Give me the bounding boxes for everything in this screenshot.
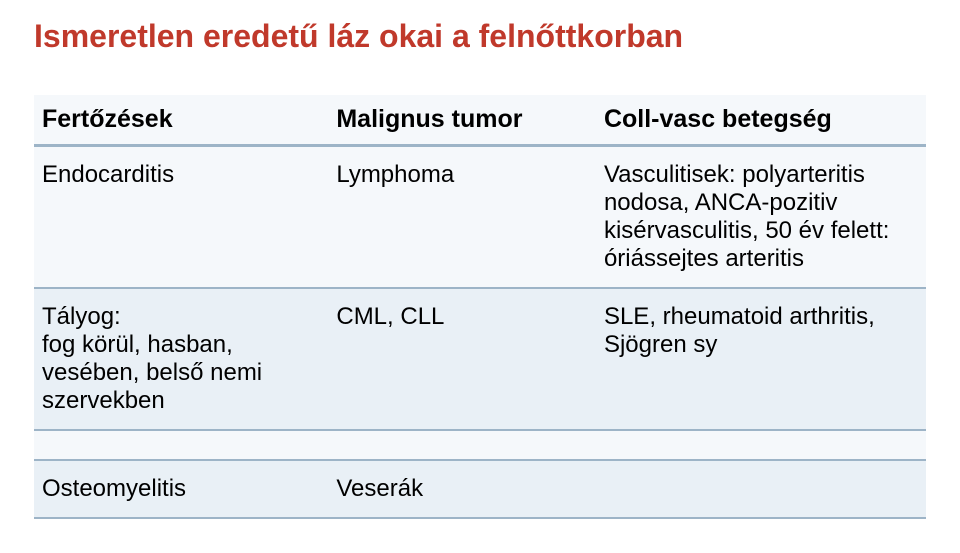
col-header-1: Fertőzések	[34, 95, 328, 146]
cell: Veserák	[328, 460, 596, 518]
table-row: Endocarditis Lymphoma Vasculitisek: poly…	[34, 146, 926, 289]
col-header-3: Coll-vasc betegség	[596, 95, 926, 146]
cell	[34, 430, 328, 460]
slide-title: Ismeretlen eredetű láz okai a felnőttkor…	[34, 18, 926, 55]
table-row	[34, 430, 926, 460]
cell	[328, 430, 596, 460]
cell	[596, 460, 926, 518]
table-row: Osteomyelitis Veserák	[34, 460, 926, 518]
cell: Lymphoma	[328, 146, 596, 289]
table-row: Tályog: fog körül, hasban, vesében, bels…	[34, 288, 926, 430]
cell: Osteomyelitis	[34, 460, 328, 518]
slide: Ismeretlen eredetű láz okai a felnőttkor…	[0, 0, 960, 553]
cell: CML, CLL	[328, 288, 596, 430]
cell: SLE, rheumatoid arthritis, Sjögren sy	[596, 288, 926, 430]
cell: Endocarditis	[34, 146, 328, 289]
table-header-row: Fertőzések Malignus tumor Coll-vasc bete…	[34, 95, 926, 146]
cell	[596, 430, 926, 460]
cell: Vasculitisek: polyarteritis nodosa, ANCA…	[596, 146, 926, 289]
data-table: Fertőzések Malignus tumor Coll-vasc bete…	[34, 95, 926, 519]
col-header-2: Malignus tumor	[328, 95, 596, 146]
cell: Tályog: fog körül, hasban, vesében, bels…	[34, 288, 328, 430]
